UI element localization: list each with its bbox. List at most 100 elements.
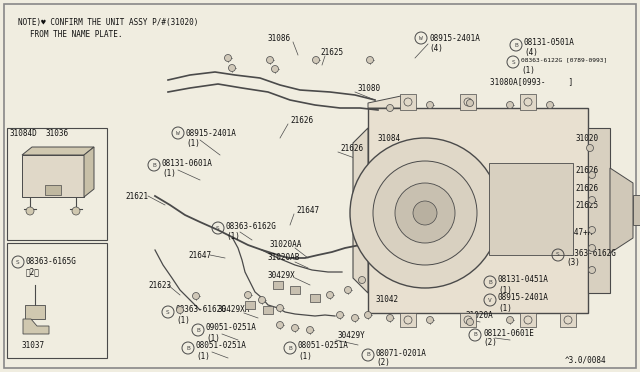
Bar [7, 128, 107, 240]
Circle shape [276, 305, 284, 311]
Text: 08071-0201A: 08071-0201A [376, 349, 427, 357]
Text: 08363-6162G: 08363-6162G [226, 221, 277, 231]
Text: S: S [166, 310, 170, 314]
Text: 31042: 31042 [375, 295, 398, 305]
Text: (1): (1) [226, 231, 240, 241]
Text: ^3.0/0084: ^3.0/0084 [565, 356, 607, 365]
Text: B: B [186, 346, 190, 350]
Bar [25, 305, 45, 319]
Text: NOTE)♥ CONFIRM THE UNIT ASSY P/#(31020): NOTE)♥ CONFIRM THE UNIT ASSY P/#(31020) [18, 18, 198, 27]
Text: 31037: 31037 [22, 340, 45, 350]
Circle shape [413, 201, 437, 225]
Bar [520, 313, 536, 327]
Text: 21647: 21647 [296, 205, 319, 215]
Circle shape [589, 196, 595, 203]
Text: 30429X: 30429X [268, 270, 296, 279]
Text: 30429XA: 30429XA [218, 305, 250, 314]
Circle shape [259, 296, 266, 304]
Circle shape [586, 144, 593, 151]
Text: 21647+A: 21647+A [560, 228, 593, 237]
Text: 21626: 21626 [575, 183, 598, 192]
Text: 21626: 21626 [340, 144, 363, 153]
Bar [460, 94, 476, 110]
Text: (1): (1) [176, 315, 190, 324]
Text: 08131-0601A: 08131-0601A [162, 158, 213, 167]
Bar [7, 243, 107, 358]
Circle shape [589, 171, 595, 179]
Text: 21647: 21647 [188, 250, 211, 260]
Text: B: B [196, 327, 200, 333]
Text: (1): (1) [498, 304, 512, 312]
Text: B: B [473, 333, 477, 337]
Text: 21621: 21621 [125, 192, 148, 201]
Circle shape [266, 57, 273, 64]
Circle shape [228, 64, 236, 71]
Text: 31080: 31080 [357, 83, 380, 93]
Circle shape [467, 318, 474, 326]
Circle shape [358, 276, 365, 283]
Circle shape [589, 244, 595, 251]
Text: 21647+A: 21647+A [428, 257, 460, 266]
Bar [273, 281, 283, 289]
Bar [460, 313, 476, 327]
Polygon shape [23, 319, 49, 334]
Text: FROM THE NAME PLATE.: FROM THE NAME PLATE. [30, 30, 122, 39]
Bar [633, 195, 640, 225]
Text: 21623: 21623 [148, 280, 171, 289]
Text: 31080A[0993-     ]: 31080A[0993- ] [490, 77, 573, 87]
Text: 31009: 31009 [358, 224, 381, 232]
Text: 08363-6122G [0789-0993]: 08363-6122G [0789-0993] [521, 58, 607, 62]
Circle shape [291, 324, 298, 331]
Text: 08131-0451A: 08131-0451A [498, 276, 549, 285]
Circle shape [547, 102, 554, 109]
Bar [588, 128, 610, 293]
Text: W: W [176, 131, 180, 135]
Text: V: V [488, 298, 492, 302]
Text: 21626: 21626 [290, 115, 313, 125]
Text: (4): (4) [429, 44, 443, 52]
Text: 08121-0601E: 08121-0601E [483, 328, 534, 337]
Bar [22, 155, 84, 197]
Circle shape [307, 327, 314, 334]
Text: 09051-0251A: 09051-0251A [206, 324, 257, 333]
Text: 08363-6165G: 08363-6165G [26, 257, 77, 266]
Bar [245, 301, 255, 309]
Text: S: S [216, 225, 220, 231]
Bar [400, 313, 416, 327]
Text: 31084: 31084 [378, 134, 401, 142]
Text: (1): (1) [186, 138, 200, 148]
Circle shape [337, 311, 344, 318]
Text: 21625: 21625 [575, 201, 598, 209]
Polygon shape [22, 147, 94, 155]
Text: 08051-0251A: 08051-0251A [196, 341, 247, 350]
Text: (1): (1) [498, 285, 512, 295]
Text: 21625: 21625 [320, 48, 343, 57]
Circle shape [244, 292, 252, 298]
Circle shape [387, 314, 394, 321]
Bar [560, 313, 576, 327]
Bar [45, 185, 61, 195]
Bar [489, 163, 573, 255]
Circle shape [225, 55, 232, 61]
Text: 31020AA: 31020AA [270, 240, 302, 248]
Bar [263, 306, 273, 314]
Text: 31036: 31036 [45, 128, 68, 138]
Text: 08363-6162G: 08363-6162G [176, 305, 227, 314]
Circle shape [426, 102, 433, 109]
Text: 08131-0501A: 08131-0501A [524, 38, 575, 46]
Text: S: S [556, 253, 560, 257]
Circle shape [177, 307, 184, 314]
Text: 08363-6162G: 08363-6162G [566, 248, 617, 257]
Polygon shape [610, 168, 633, 253]
Text: S: S [511, 60, 515, 64]
Circle shape [312, 57, 319, 64]
Text: 31020A: 31020A [465, 311, 493, 320]
Bar [310, 294, 320, 302]
Text: (1): (1) [206, 334, 220, 343]
Text: (2): (2) [376, 359, 390, 368]
Text: B: B [288, 346, 292, 350]
Circle shape [387, 105, 394, 112]
Circle shape [506, 317, 513, 324]
Circle shape [506, 102, 513, 109]
Polygon shape [368, 96, 401, 108]
